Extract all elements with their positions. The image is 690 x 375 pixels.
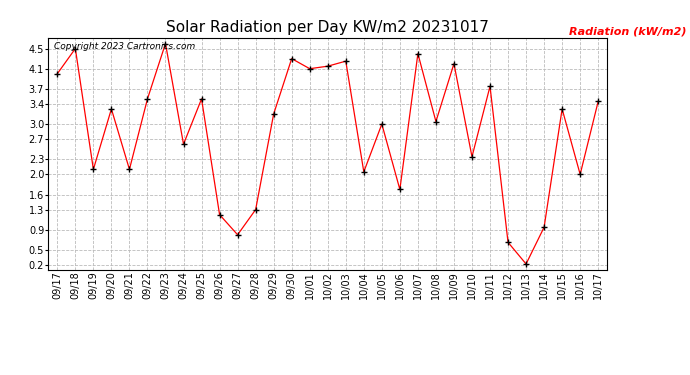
Text: Copyright 2023 Cartronics.com: Copyright 2023 Cartronics.com [54, 42, 195, 51]
Text: Radiation (kW/m2): Radiation (kW/m2) [569, 26, 687, 36]
Title: Solar Radiation per Day KW/m2 20231017: Solar Radiation per Day KW/m2 20231017 [166, 20, 489, 35]
